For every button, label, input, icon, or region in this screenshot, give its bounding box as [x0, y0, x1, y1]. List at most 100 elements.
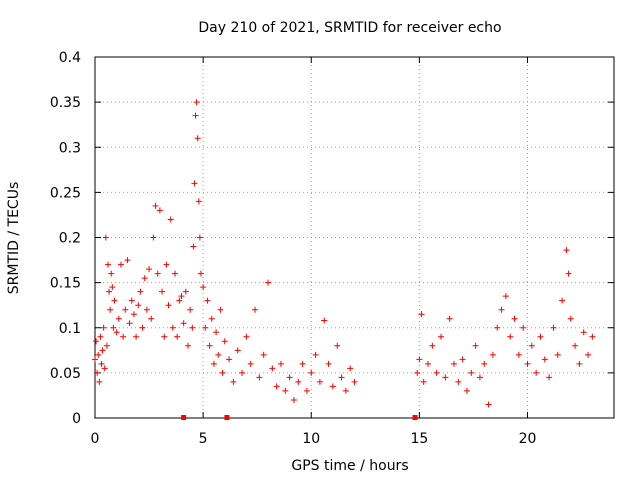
data-point — [156, 207, 163, 214]
data-point — [554, 351, 561, 358]
data-point — [589, 333, 596, 340]
data-point — [576, 360, 583, 367]
x-tick-label: 15 — [410, 431, 428, 447]
data-point — [316, 378, 323, 385]
data-point — [230, 378, 237, 385]
zero-marker — [181, 415, 187, 420]
data-point — [308, 369, 315, 376]
grid-lines — [95, 57, 614, 418]
data-point — [290, 396, 297, 403]
data-point — [450, 360, 457, 367]
data-point — [585, 351, 592, 358]
data-point — [130, 311, 137, 318]
data-point — [546, 374, 553, 381]
data-point — [176, 297, 183, 304]
data-point — [234, 347, 241, 354]
y-axis-label: SRMTID / TECUs — [6, 182, 22, 295]
data-point — [115, 315, 122, 322]
data-point — [489, 351, 496, 358]
data-point — [133, 333, 140, 340]
data-point — [260, 351, 267, 358]
data-point — [182, 288, 189, 295]
data-point — [148, 315, 155, 322]
data-point — [210, 360, 217, 367]
data-point — [113, 329, 120, 336]
data-point — [565, 270, 572, 277]
data-point — [108, 270, 115, 277]
data-point — [99, 347, 106, 354]
data-point — [187, 306, 194, 313]
data-point — [146, 266, 153, 273]
data-point — [347, 365, 354, 372]
data-point — [152, 202, 159, 209]
data-point — [103, 342, 110, 349]
data-point — [446, 315, 453, 322]
data-point — [163, 261, 170, 268]
data-point — [202, 324, 209, 331]
data-point — [511, 315, 518, 322]
data-point — [265, 279, 271, 286]
data-point — [93, 338, 100, 345]
data-point — [520, 324, 527, 331]
y-tick-label: 0.2 — [59, 231, 81, 247]
y-tick-label: 0.25 — [50, 185, 81, 201]
data-point — [189, 324, 196, 331]
data-point — [463, 387, 470, 394]
data-point — [342, 387, 349, 394]
data-point — [98, 360, 105, 367]
data-point — [97, 333, 104, 340]
data-point — [580, 329, 587, 336]
data-point — [418, 311, 425, 318]
data-point — [126, 320, 133, 327]
data-point — [533, 369, 540, 376]
data-point — [312, 351, 319, 358]
zero-markers — [181, 415, 418, 420]
data-point — [141, 275, 148, 282]
data-point — [120, 333, 127, 340]
data-point — [329, 383, 336, 390]
y-tick-label: 0.15 — [50, 276, 81, 292]
data-point — [226, 356, 233, 363]
y-axis-ticks: 0 0.05 0.1 0.15 0.2 0.25 0.3 0.35 0.4 — [50, 50, 614, 427]
data-point — [195, 198, 202, 205]
data-point — [524, 360, 531, 367]
data-point — [416, 356, 423, 363]
data-point — [206, 342, 213, 349]
data-point — [481, 360, 488, 367]
data-point — [178, 293, 185, 300]
data-point — [215, 351, 222, 358]
data-point — [459, 356, 466, 363]
data-point — [194, 135, 201, 142]
data-point — [154, 270, 161, 277]
data-point — [269, 365, 276, 372]
x-tick-label: 10 — [302, 431, 320, 447]
data-point — [109, 284, 116, 291]
x-tick-label: 20 — [519, 431, 537, 447]
data-point — [174, 333, 181, 340]
y-tick-label: 0 — [72, 411, 81, 427]
data-point — [515, 351, 522, 358]
data-point — [338, 374, 345, 381]
data-point — [197, 270, 204, 277]
data-point — [165, 302, 172, 309]
data-point — [107, 306, 114, 313]
data-point — [161, 333, 168, 340]
data-point — [94, 369, 101, 376]
data-point — [122, 306, 129, 313]
data-point — [429, 342, 436, 349]
data-point — [111, 297, 118, 304]
data-point — [433, 369, 440, 376]
data-point — [567, 315, 574, 322]
data-point — [102, 234, 109, 241]
data-point — [143, 306, 150, 313]
data-point — [425, 360, 432, 367]
data-point — [334, 342, 341, 349]
data-point — [541, 356, 548, 363]
data-point — [204, 297, 211, 304]
data-point — [455, 378, 462, 385]
data-point — [507, 333, 514, 340]
data-point — [476, 374, 483, 381]
x-axis-ticks: 0 5 10 15 20 — [91, 57, 537, 447]
y-tick-label: 0.35 — [50, 95, 81, 111]
